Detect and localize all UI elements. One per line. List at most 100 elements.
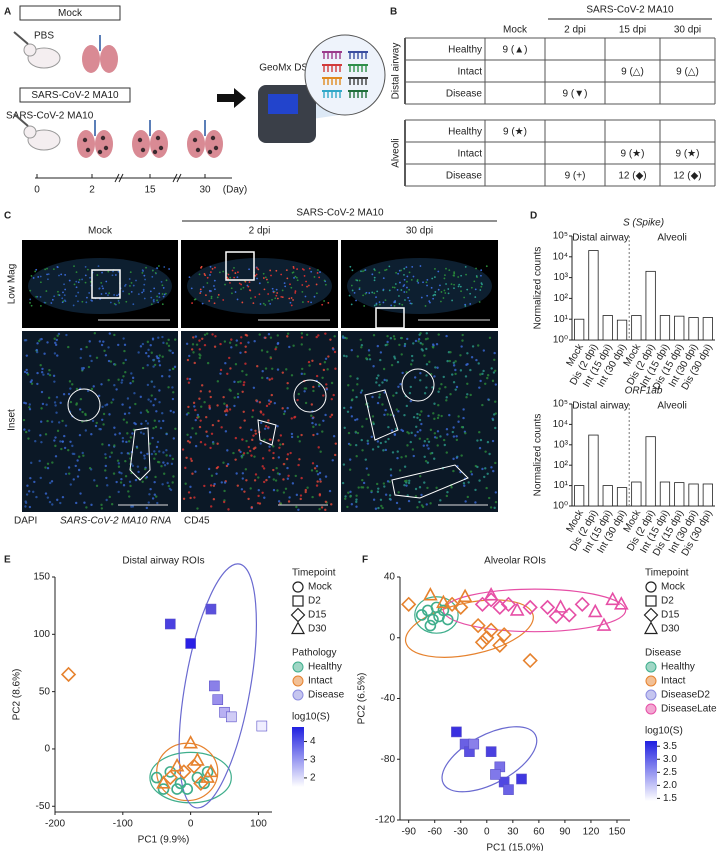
tissue-dot bbox=[152, 365, 155, 368]
tissue-dot bbox=[247, 341, 250, 344]
point bbox=[492, 599, 508, 616]
tissue-dot bbox=[393, 433, 397, 437]
tissue-dot bbox=[117, 299, 120, 302]
tissue-dot bbox=[398, 469, 402, 472]
tissue-dot bbox=[393, 357, 397, 360]
x-tick-label: 120 bbox=[583, 827, 600, 838]
colorbar bbox=[292, 727, 304, 787]
tissue-dot bbox=[272, 488, 276, 492]
tissue-dot bbox=[332, 348, 335, 351]
tissue-dot bbox=[184, 482, 187, 485]
tissue-dot bbox=[127, 440, 131, 443]
tissue-dot bbox=[104, 456, 107, 460]
tissue-dot bbox=[397, 491, 400, 494]
tissue-dot bbox=[481, 467, 484, 471]
tissue-dot bbox=[296, 398, 299, 402]
tissue-dot bbox=[321, 303, 324, 306]
tissue-dot bbox=[458, 283, 461, 286]
group-label: Distal airway bbox=[572, 401, 629, 412]
tissue-dot bbox=[268, 378, 271, 381]
tissue-dot bbox=[153, 493, 157, 496]
point bbox=[256, 720, 268, 732]
tissue-dot bbox=[158, 265, 160, 267]
tissue-dot bbox=[213, 279, 216, 282]
tissue-dot bbox=[237, 380, 240, 384]
tissue-dot bbox=[39, 434, 42, 437]
tissue-dot bbox=[107, 270, 110, 273]
point bbox=[171, 783, 183, 795]
tissue-dot bbox=[219, 342, 222, 346]
tissue-dot bbox=[364, 292, 367, 295]
tissue-dot bbox=[293, 277, 295, 279]
tissue-dot bbox=[332, 393, 335, 397]
tissue-dot bbox=[486, 374, 490, 377]
row-label: Low Mag bbox=[7, 264, 18, 305]
tissue-dot bbox=[384, 408, 387, 412]
tissue-dot bbox=[368, 358, 372, 361]
tissue-dot bbox=[121, 440, 125, 443]
tissue-dot bbox=[163, 266, 166, 268]
tissue-dot bbox=[102, 287, 104, 290]
chart-title: S (Spike) bbox=[623, 218, 664, 229]
tissue-dot bbox=[431, 386, 434, 389]
y-tick-label: 50 bbox=[39, 686, 51, 697]
tissue-dot bbox=[290, 304, 293, 307]
tissue-dot bbox=[186, 433, 189, 436]
x-tick-label: 90 bbox=[559, 827, 571, 838]
tissue-dot bbox=[393, 337, 396, 341]
tissue-dot bbox=[174, 427, 177, 431]
point bbox=[185, 638, 196, 649]
bar bbox=[702, 317, 713, 341]
tissue-dot bbox=[466, 352, 469, 355]
tissue-dot bbox=[75, 403, 78, 406]
tissue-dot bbox=[371, 415, 375, 418]
tissue-dot bbox=[419, 371, 422, 375]
tissue-dot bbox=[454, 368, 457, 372]
tissue-dot bbox=[208, 390, 211, 393]
legend-title: log10(S) bbox=[292, 712, 330, 723]
tissue-dot bbox=[364, 269, 367, 271]
chart-title: Alveolar ROIs bbox=[484, 556, 546, 567]
y-tick-label: 10⁴ bbox=[553, 419, 568, 430]
tissue-dot bbox=[370, 489, 373, 493]
tissue-dot bbox=[162, 341, 165, 345]
tissue-dot bbox=[209, 271, 212, 273]
tissue-dot bbox=[276, 425, 279, 428]
tissue-dot bbox=[158, 461, 161, 464]
point bbox=[574, 596, 590, 612]
tissue-dot bbox=[136, 465, 140, 468]
tissue-dot bbox=[53, 401, 57, 404]
tissue-dot bbox=[29, 476, 32, 480]
tissue-dot bbox=[379, 303, 381, 306]
tissue-dot bbox=[120, 451, 123, 455]
tissue-dot bbox=[151, 337, 155, 340]
tissue-dot bbox=[36, 382, 39, 386]
label: GeoMx DSP bbox=[259, 63, 315, 74]
point bbox=[205, 603, 217, 615]
tissue-dot bbox=[492, 469, 495, 473]
tissue-dot bbox=[294, 290, 297, 293]
tissue-dot bbox=[157, 360, 161, 363]
tissue-dot bbox=[133, 421, 136, 425]
tissue-dot bbox=[388, 265, 391, 268]
tissue-dot bbox=[445, 396, 448, 399]
tissue-dot bbox=[344, 497, 347, 500]
tissue-dot bbox=[299, 497, 302, 501]
colorbar-tick-label: 1.5 bbox=[663, 793, 677, 804]
tissue-dot bbox=[152, 426, 155, 430]
tissue-dot bbox=[194, 335, 198, 338]
tissue-dot bbox=[285, 368, 288, 371]
tissue-dot bbox=[268, 402, 271, 406]
tissue-dot bbox=[209, 446, 212, 450]
tissue-dot bbox=[257, 494, 260, 498]
point bbox=[522, 599, 538, 616]
tissue-dot bbox=[264, 304, 267, 306]
tissue-dot bbox=[267, 399, 271, 402]
tissue-dot bbox=[43, 352, 46, 355]
table-cell: 9 (★) bbox=[621, 149, 645, 160]
tissue-dot bbox=[359, 391, 363, 394]
tissue-dot bbox=[343, 336, 347, 339]
tissue-dot bbox=[280, 273, 283, 276]
tissue-dot bbox=[313, 467, 317, 470]
tissue-dot bbox=[269, 303, 272, 305]
